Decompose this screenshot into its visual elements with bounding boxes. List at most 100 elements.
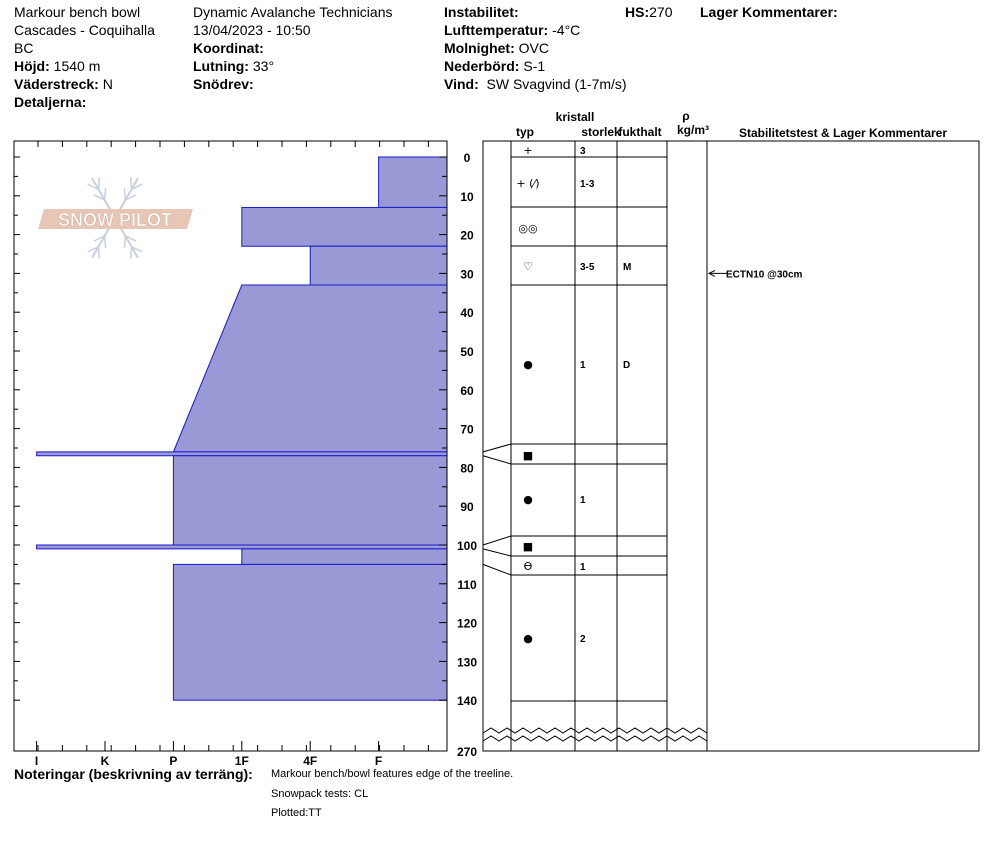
layer-comments-heading: Lager Kommentarer:: [700, 3, 838, 21]
cloud-row: Molnighet: OVC: [444, 39, 549, 57]
x-tick-label: I: [35, 754, 38, 768]
crystal-type-symbol: ♡: [523, 260, 533, 273]
y-axis-ticks: 0 10 20 30 40 50 60 70 80 90 100 110 120 130 140 270: [14, 151, 477, 759]
y-tick-label: 100: [457, 539, 477, 553]
hardness-bar: [36, 451, 448, 457]
notes-line-2: Snowpack tests: CL: [271, 788, 369, 800]
hardness-bar: [241, 548, 448, 565]
hardness-bar: [172, 284, 448, 453]
hardness-bar: [172, 563, 448, 701]
air-temp-row: Lufttemperatur: -4°C: [444, 21, 580, 39]
wind-value: SW Svagvind (1-7m/s): [486, 76, 627, 92]
elevation-label: Höjd:: [14, 58, 50, 74]
hardness-bar: [36, 544, 448, 550]
precip-row: Nederbörd: S-1: [444, 57, 545, 75]
hardness-bars: [36, 156, 448, 701]
axis-break-zigzag: [482, 727, 708, 734]
drift-label: Snödrev:: [193, 76, 254, 92]
y-tick-label: 80: [460, 461, 474, 475]
aspect-row: Väderstreck: N: [14, 75, 113, 93]
logo-banner: [38, 209, 193, 229]
slope-value: 33°: [252, 58, 275, 74]
hardness-bar: [309, 245, 448, 286]
crystal-size-value: 2: [580, 634, 586, 645]
snowflake-branch: [125, 194, 137, 201]
notes-label: Noteringar (beskrivning av terräng):: [14, 766, 253, 782]
region-name: Cascades - Coquihalla: [14, 22, 155, 38]
hardness-bar: [378, 156, 448, 208]
elevation-value: 1540 m: [53, 58, 101, 74]
snowflake-branch: [97, 246, 101, 259]
observation-datetime: 13/04/2023 - 10:50: [193, 22, 311, 38]
x-axis: I K P 1F 4F F: [35, 741, 382, 768]
y-tick-label: 50: [460, 345, 474, 359]
column-header-rho: ρ: [682, 109, 689, 123]
wind-label: Vind:: [444, 76, 479, 92]
y-tick-label: 110: [457, 578, 477, 592]
column-header-stability: Stabilitetstest & Lager Kommentarer: [739, 126, 947, 140]
layer-connector: [482, 535, 512, 546]
crystal-type-symbol: ϴ: [524, 560, 533, 573]
crystal-size-value: 3: [580, 146, 586, 157]
stability-border: [706, 140, 980, 752]
y-tick-label: 130: [457, 655, 477, 669]
crystal-type-symbol: ●: [523, 493, 533, 506]
organization: Dynamic Avalanche Technicians: [193, 4, 393, 20]
logo-text: SNOW PILOT: [58, 210, 172, 230]
snowflake-branch: [97, 177, 101, 190]
crystal-type-symbol: ◎◎: [518, 222, 537, 235]
coordinate-row: Koordinat:: [193, 39, 264, 57]
notes-line-1: Markour bench/bowl features edge of the …: [271, 768, 514, 780]
hardness-bar: [172, 455, 448, 546]
snowflake-branch: [123, 188, 127, 201]
crystal-size-value: 3-5: [580, 262, 595, 273]
column-header-crystal: kristall: [556, 110, 595, 124]
snowflake-branch: [131, 246, 143, 253]
y-tick-label: 20: [460, 229, 474, 243]
drift-row: Snödrev:: [193, 75, 254, 93]
snowflake-branch: [129, 177, 133, 190]
moisture-value: D: [623, 360, 630, 371]
snowflake-branch: [129, 246, 133, 259]
wind-row: Vind: SW Svagvind (1-7m/s): [444, 75, 627, 93]
crystal-type-symbol: ●: [523, 358, 533, 371]
slope-label: Lutning:: [193, 58, 249, 74]
location-name: Markour bench bowl: [14, 4, 141, 20]
layer-connector: [482, 563, 512, 576]
air-temp-value: -4°C: [552, 22, 581, 38]
crystal-size-value: 1: [580, 495, 586, 506]
cloud-value: OVC: [518, 40, 549, 56]
snowflake-branch: [93, 194, 105, 201]
layer-table-border: [482, 140, 708, 752]
precip-label: Nederbörd:: [444, 58, 520, 74]
y-tick-label: 60: [460, 384, 474, 398]
air-temp-label: Lufttemperatur:: [444, 22, 549, 38]
y-tick-label: 70: [460, 423, 474, 437]
y-tick-label: 140: [457, 694, 477, 708]
layer-comments-label: Lager Kommentarer:: [700, 4, 838, 20]
crystal-size-value: 1-3: [580, 179, 595, 190]
snowpilot-logo: SNOW PILOT: [38, 177, 193, 259]
crystal-size-value: 1: [580, 562, 586, 573]
x-tick-label: K: [101, 754, 110, 768]
x-tick-label: F: [375, 754, 382, 768]
details-row: Detaljerna:: [14, 93, 86, 111]
state-name: BC: [14, 40, 34, 56]
stability-test-label: ECTN10 @30cm: [726, 269, 803, 280]
axis-break-zigzag: [482, 735, 708, 742]
hs-axis-label: 270: [457, 745, 477, 759]
coordinate-label: Koordinat:: [193, 40, 264, 56]
stability-column: ECTN10 @30cm: [707, 269, 803, 280]
stability-arrowhead: [707, 269, 716, 277]
y-tick-label: 120: [457, 617, 477, 631]
crystal-type-symbol: +: [523, 144, 532, 157]
layer-connector: [482, 455, 512, 465]
x-tick-label: P: [169, 754, 177, 768]
elevation-row: Höjd: 1540 m: [14, 57, 100, 75]
hardness-bar: [241, 206, 448, 247]
crystal-size-value: 1: [580, 360, 586, 371]
hs-label: HS:: [625, 4, 650, 20]
precip-value: S-1: [523, 58, 546, 74]
hardness-plot-border: [13, 140, 448, 752]
